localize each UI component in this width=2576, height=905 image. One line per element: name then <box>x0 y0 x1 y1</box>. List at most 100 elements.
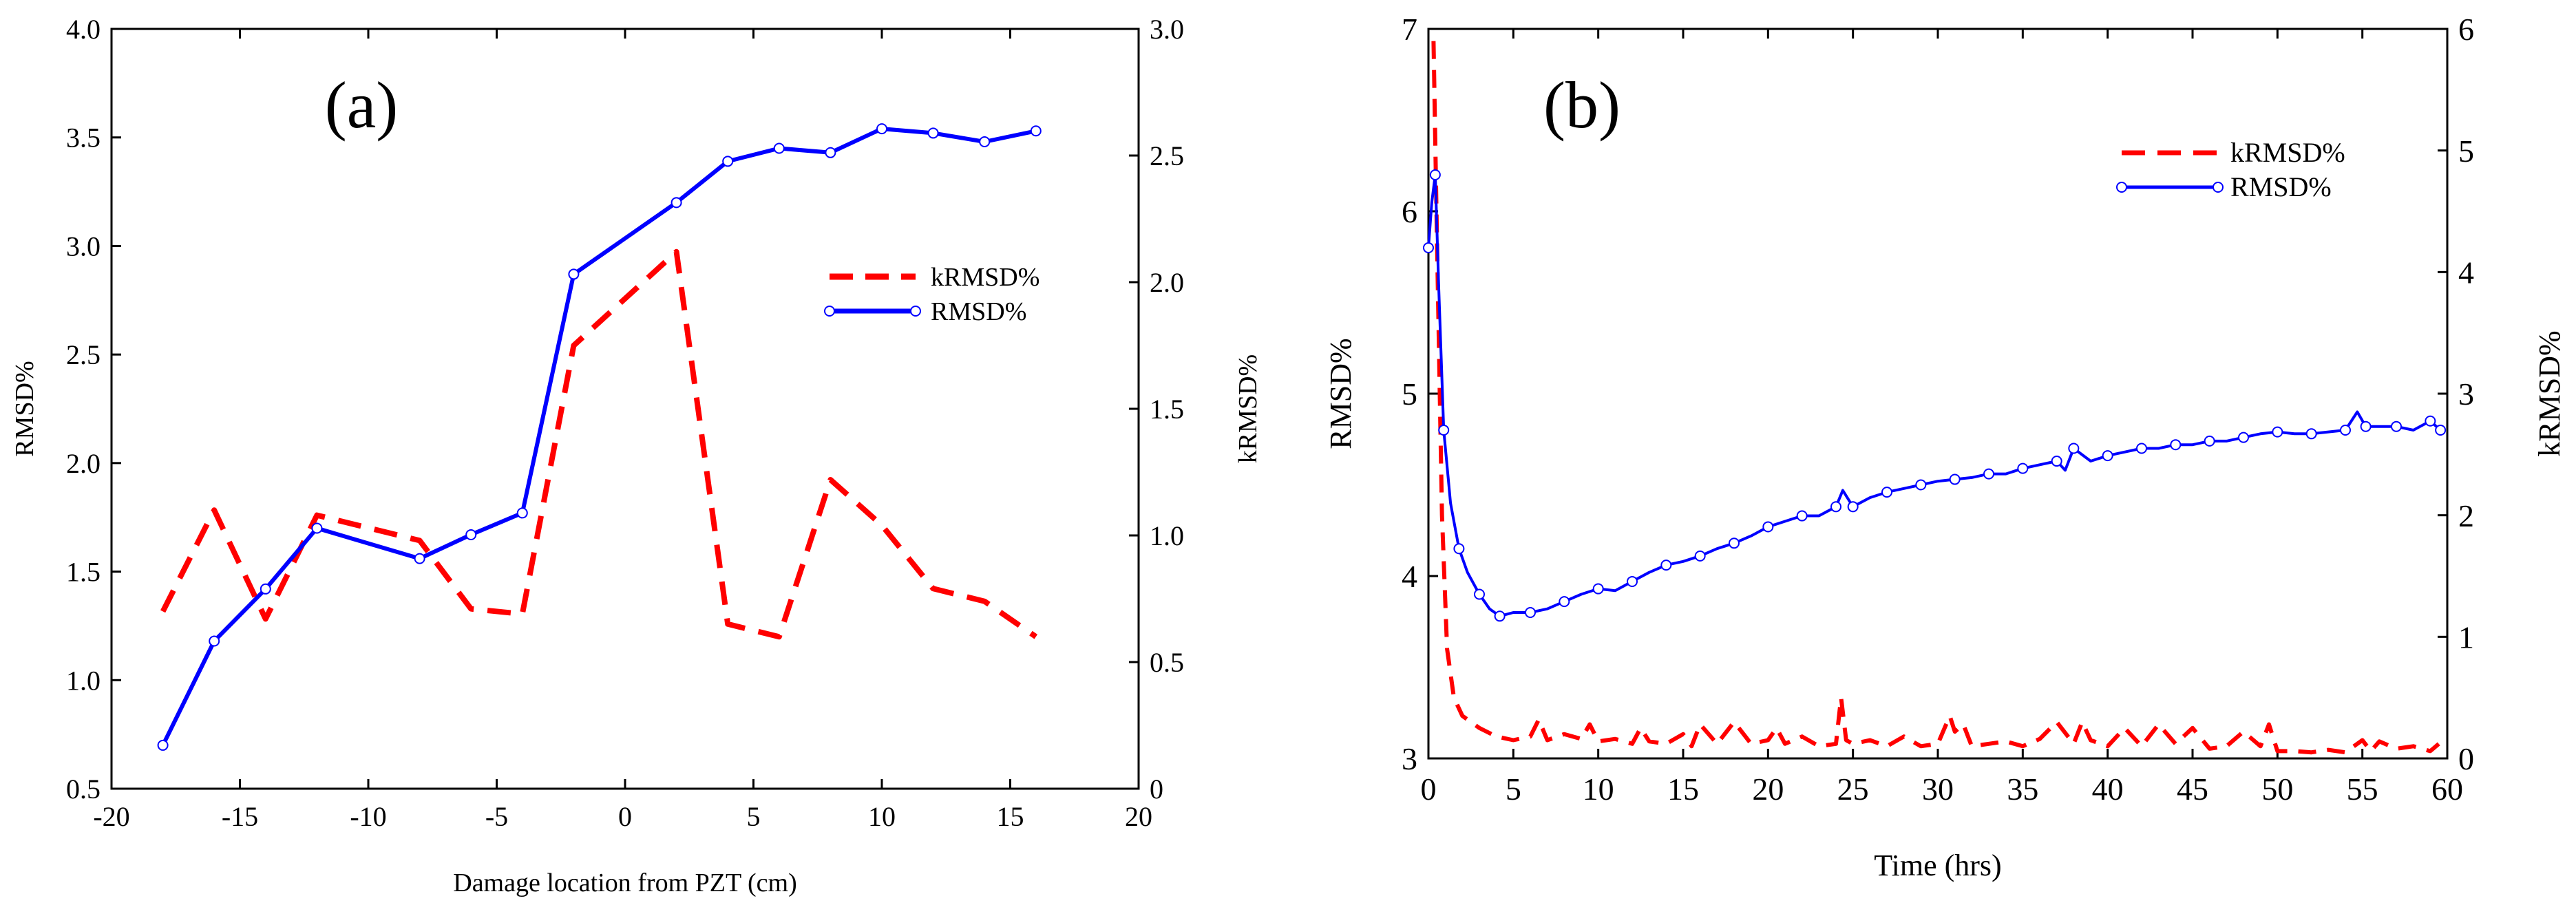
panel-b-rmsd-point <box>2305 428 2317 440</box>
panel-a-x-tick-label: -15 <box>222 801 258 832</box>
panel-b-x-tick-label: 5 <box>1506 771 1521 807</box>
panel-a-left-tick-label: 0.5 <box>66 774 101 805</box>
panel-a-x-ticks: -20 -15 -10 -5 0 5 10 15 20 <box>93 29 1152 832</box>
panel-b-rmsd-point <box>1881 487 1892 498</box>
panel-b-left-tick-label: 7 <box>1402 12 1417 47</box>
panel-b-rmsd-point <box>1423 242 1434 253</box>
panel-a-chart: -20 -15 -10 -5 0 5 10 15 20 0.5 1.0 1.5 2.0 2.5 3.0 3.… <box>10 14 1263 897</box>
panel-a-right-tick-label: 1.5 <box>1150 394 1184 425</box>
panel-a-rmsd-point <box>773 142 785 154</box>
panel-a-left-tick-label: 3.0 <box>66 231 101 262</box>
panel-a-rmsd-point <box>722 156 734 167</box>
panel-b-x-tick-label: 15 <box>1667 771 1699 807</box>
panel-b-right-tick-label: 2 <box>2458 498 2474 533</box>
panel-b-x-tick-label: 45 <box>2177 771 2208 807</box>
panel-b-left-tick-label: 6 <box>1402 194 1417 229</box>
panel-b-rmsd-point <box>1830 501 1841 513</box>
panel-b-rmsd-point <box>2017 462 2029 474</box>
panel-a-label: (a) <box>325 68 399 142</box>
panel-a-rmsd-point <box>671 197 682 209</box>
panel-a-rmsd-point <box>465 529 477 540</box>
panel-b-rmsd-point <box>1592 583 1604 595</box>
panel-b-rmsd-point <box>2425 415 2436 427</box>
panel-b-label: (b) <box>1543 68 1620 142</box>
panel-a-x-tick-label: -5 <box>485 801 508 832</box>
panel-a-rmsd-point <box>260 583 271 595</box>
panel-a-krmsd-line <box>160 248 1038 640</box>
panel-b-rmsd-point <box>1453 543 1465 555</box>
panel-a-left-tick-label: 4.0 <box>66 14 101 45</box>
panel-b-rmsd-point <box>1729 537 1740 549</box>
panel-b-rmsd-point <box>1847 501 1859 513</box>
panel-a-rmsd-point <box>414 553 425 564</box>
panel-a-x-tick-label: 0 <box>618 801 632 832</box>
panel-a-rmsd-point <box>516 507 528 519</box>
panel-b-rmsd-point <box>1429 169 1441 180</box>
panel-b-rmsd-point <box>1762 521 1774 533</box>
panel-b-legend-rmsd-marker-1 <box>2116 182 2127 193</box>
panel-a-legend-rmsd-label: RMSD% <box>931 297 1026 326</box>
panel-b-left-tick-label: 4 <box>1402 559 1417 594</box>
panel-a-rmsd-point <box>876 123 887 135</box>
panel-b-right-tick-label: 4 <box>2458 255 2474 290</box>
panel-b-rmsd-point <box>1983 468 1994 480</box>
panel-a-rmsd-point <box>1030 125 1042 137</box>
panel-b-rmsd-point <box>2051 456 2062 467</box>
panel-a-legend: kRMSD% RMSD% <box>824 263 1039 326</box>
panel-b-right-tick-label: 5 <box>2458 134 2474 169</box>
panel-a-x-tick-label: -10 <box>350 801 386 832</box>
panel-a-right-tick-label: 3.0 <box>1150 14 1184 45</box>
panel-a-xlabel: Damage location from PZT (cm) <box>453 869 796 897</box>
panel-b-legend-rmsd-label: RMSD% <box>2230 171 2332 202</box>
panel-a-rmsd-point <box>825 147 836 158</box>
panel-b-rmsd-point <box>1494 610 1506 622</box>
panel-a-series <box>157 123 1042 751</box>
panel-a-right-tick-label: 1.0 <box>1150 520 1184 551</box>
panel-a-right-tick-label: 2.0 <box>1150 267 1184 298</box>
panel-b-rmsd-point <box>2102 450 2113 462</box>
panel-b-legend-krmsd-label: kRMSD% <box>2230 137 2345 168</box>
panel-b-rmsd-point <box>2340 425 2351 436</box>
panel-b-rmsd-point <box>1796 510 1808 522</box>
panel-a-rmsd-line <box>160 127 1037 747</box>
panel-b-rmsd-point <box>2170 439 2182 451</box>
panel-b-x-tick-label: 25 <box>1837 771 1869 807</box>
panel-b-rmsd-point <box>1559 596 1570 608</box>
panel-b-right-tick-label: 3 <box>2458 376 2474 412</box>
panel-a-legend-krmsd-label: kRMSD% <box>931 263 1039 292</box>
panel-b-right-tick-label: 1 <box>2458 619 2474 654</box>
panel-b-x-tick-label: 35 <box>2007 771 2038 807</box>
panel-a-rmsd-point <box>311 522 323 534</box>
panel-a-right-tick-label: 2.5 <box>1150 140 1184 171</box>
panel-a-rmsd-point <box>979 136 991 148</box>
panel-b-rmsd-point <box>1627 575 1638 587</box>
panel-b-x-tick-label: 20 <box>1752 771 1784 807</box>
panel-a-right-ticks: 0 0.5 1.0 1.5 2.0 2.5 3.0 <box>1129 14 1184 805</box>
panel-b-x-tick-label: 0 <box>1421 771 1437 807</box>
panel-a-rmsd-point <box>209 635 220 647</box>
panel-a-x-tick-label: 5 <box>747 801 761 832</box>
panel-a-ylabel-left: RMSD% <box>10 361 39 456</box>
panel-b-rmsd-point <box>1525 607 1536 618</box>
panel-a-legend-rmsd-marker-1 <box>824 306 835 317</box>
panel-b-legend: kRMSD% RMSD% <box>2116 137 2345 202</box>
panel-b-rmsd-point <box>1949 473 1961 485</box>
panel-b-right-tick-label: 0 <box>2458 741 2474 776</box>
panel-a-left-ticks: 0.5 1.0 1.5 2.0 2.5 3.0 3.5 4.0 <box>66 14 121 805</box>
panel-b-rmsd-point <box>1474 588 1485 600</box>
panel-a-left-tick-label: 2.0 <box>66 448 101 479</box>
panel-b-right-tick-label: 6 <box>2458 12 2474 47</box>
panel-a-x-tick-label: 15 <box>997 801 1024 832</box>
panel-b-right-ticks: 0 1 2 3 4 5 6 <box>2438 12 2474 776</box>
panel-b-rmsd-point <box>2272 426 2283 438</box>
panel-b-x-tick-label: 30 <box>1922 771 1954 807</box>
panel-a-rmsd-point <box>157 739 169 751</box>
panel-b-ylabel-left: RMSD% <box>1324 338 1358 449</box>
panel-b-rmsd-point <box>2068 443 2080 454</box>
panel-b-krmsd-line <box>1431 41 2440 755</box>
panel-b-rmsd-point <box>2136 443 2147 454</box>
panel-b-rmsd-line <box>1427 173 2442 618</box>
panel-a-x-tick-label: 10 <box>868 801 896 832</box>
panel-a-left-tick-label: 1.5 <box>66 557 101 588</box>
